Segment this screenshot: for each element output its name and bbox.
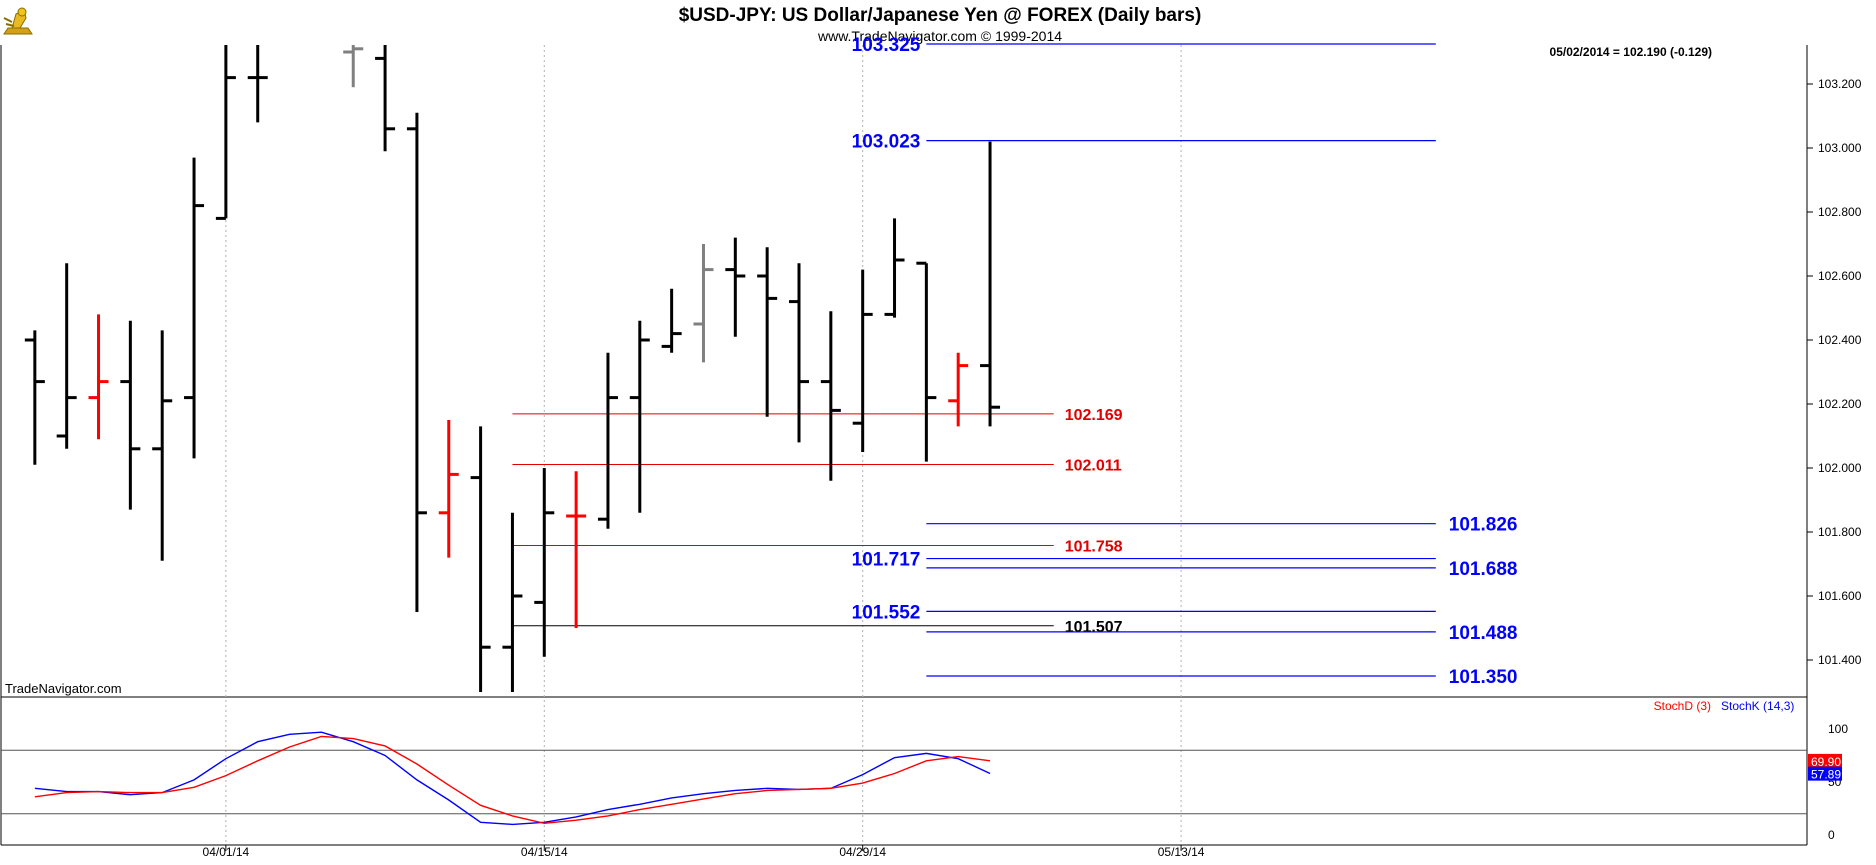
trade-navigator-logo xyxy=(3,7,33,35)
price-tick-label: 102.600 xyxy=(1818,269,1862,283)
chart-subtitle: www.TradeNavigator.com © 1999-2014 xyxy=(817,28,1062,44)
price-tick-label: 102.000 xyxy=(1818,461,1862,475)
price-tick-label: 101.800 xyxy=(1818,525,1862,539)
price-tick-label: 102.200 xyxy=(1818,397,1862,411)
ohlc-bar xyxy=(438,420,459,558)
red-level-label: 102.011 xyxy=(1065,457,1122,474)
ohlc-bar xyxy=(343,45,364,88)
ohlc-bar xyxy=(406,112,427,612)
stoch-last-value-badge xyxy=(1808,753,1842,768)
legend-stoch-d: StochD (3) xyxy=(1654,699,1711,713)
ohlc-bar xyxy=(852,269,873,452)
blue-level-label: 101.488 xyxy=(1449,623,1518,644)
blue-level-label: 101.826 xyxy=(1449,515,1518,536)
stoch-series-line xyxy=(34,731,991,826)
price-tick-label: 102.400 xyxy=(1818,333,1862,347)
ohlc-bar xyxy=(629,320,650,513)
price-tick-label: 101.600 xyxy=(1818,589,1862,603)
legend-stoch-k: StochK (14,3) xyxy=(1721,699,1794,713)
blue-level-label: 103.023 xyxy=(852,132,921,153)
watermark-label: TradeNavigator.com xyxy=(5,681,122,696)
ohlc-bar xyxy=(661,288,682,353)
ohlc-bar xyxy=(980,141,1001,427)
ohlc-bar xyxy=(247,45,268,123)
date-tick-label: 04/01/14 xyxy=(203,845,250,859)
ohlc-bar xyxy=(375,45,396,152)
red-level-label: 102.169 xyxy=(1065,407,1123,424)
stoch-last-value-label: 57.89 xyxy=(1811,768,1841,782)
blue-level-label: 101.688 xyxy=(1449,559,1518,580)
blue-level-label: 101.350 xyxy=(1449,667,1518,688)
stoch-series-line xyxy=(34,735,991,825)
ohlc-bar xyxy=(884,218,905,318)
stoch-tick-label: 0 xyxy=(1828,828,1835,842)
price-tick-label: 102.800 xyxy=(1818,205,1862,219)
stoch-last-value-label: 69.90 xyxy=(1811,755,1841,769)
black-level-label: 101.507 xyxy=(1065,619,1123,636)
date-tick-label: 04/29/14 xyxy=(839,845,886,859)
ohlc-bars xyxy=(24,45,1001,692)
last-quote-label: 05/02/2014 = 102.190 (-0.129) xyxy=(1550,45,1712,59)
blue-level-label: 101.717 xyxy=(852,550,921,571)
stoch-tick-label: 100 xyxy=(1828,722,1848,736)
ohlc-bar xyxy=(24,330,45,465)
red-level-label: 101.758 xyxy=(1065,538,1123,555)
ohlc-bar xyxy=(534,468,555,657)
ohlc-bar xyxy=(184,157,205,459)
price-levels: 102.169 102.011 101.758 101.507 103.325 103.0… xyxy=(512,35,1517,688)
ohlc-bar xyxy=(152,330,173,561)
axis-labels: 103.200 103.000 102.800 102.600 102.400 102.2… xyxy=(203,77,1862,859)
date-tick-label: 04/15/14 xyxy=(521,845,568,859)
ohlc-bar xyxy=(88,314,109,440)
blue-level-label: 103.325 xyxy=(852,35,921,56)
price-pane-frame xyxy=(0,45,1808,846)
ohlc-bar xyxy=(693,244,714,363)
ohlc-bar xyxy=(820,311,841,481)
ohlc-bar xyxy=(725,237,746,337)
price-tick-label: 103.000 xyxy=(1818,141,1862,155)
ohlc-bar xyxy=(566,471,587,628)
ohlc-bar xyxy=(502,512,523,692)
ohlc-bar xyxy=(215,45,236,220)
ohlc-bar xyxy=(916,261,937,462)
price-tick-label: 101.400 xyxy=(1818,653,1862,667)
blue-level-label: 101.552 xyxy=(852,602,921,623)
ohlc-bar xyxy=(597,352,618,529)
date-tick-label: 05/13/14 xyxy=(1158,845,1205,859)
ohlc-bar xyxy=(56,263,77,449)
ohlc-bar xyxy=(120,320,141,510)
ohlc-bar xyxy=(470,426,491,692)
ohlc-bar xyxy=(789,263,809,443)
chart-title: $USD-JPY: US Dollar/Japanese Yen @ FOREX… xyxy=(679,5,1202,26)
grid-lines xyxy=(225,45,1182,845)
price-tick-label: 103.200 xyxy=(1818,77,1862,91)
ohlc-bar xyxy=(948,352,969,427)
stoch-last-value-badge xyxy=(1808,766,1842,781)
ohlc-bar xyxy=(757,247,778,417)
